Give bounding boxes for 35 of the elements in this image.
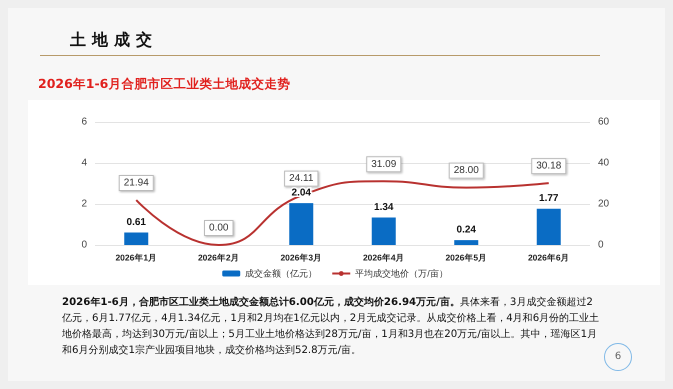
data-label: 1.77 [539, 193, 559, 204]
y-tick-label: 4 [81, 158, 88, 168]
y-tick-label: 6 [81, 116, 88, 128]
y2-tick-label: 0 [598, 240, 604, 250]
x-tick-label: 2026年1月 [115, 252, 158, 262]
y2-tick-label: 20 [598, 198, 610, 210]
x-tick-label: 2026年3月 [280, 252, 322, 262]
bar [124, 232, 148, 245]
x-tick-label: 2026年2月 [198, 252, 240, 262]
chart-subtitle: 2026年1-6月合肥市区工业类土地成交走势 [38, 76, 290, 93]
bar [454, 240, 478, 245]
bar [536, 208, 561, 245]
text: 6 [604, 343, 632, 371]
data-label: 21.94 [124, 178, 150, 189]
x-tick-label: 2026年6月 [528, 252, 570, 262]
legend-label: 成交金额（亿元） [245, 268, 318, 278]
data-label: 31.09 [371, 158, 397, 170]
data-label: 0.61 [126, 216, 146, 228]
text: 2026年1-6月，合肥市区工业类土地成交金额总计6.00亿元，成交均价26.94万元/亩。 [62, 297, 460, 308]
y2-tick-label: 60 [598, 116, 610, 128]
data-label: 24.11 [289, 173, 314, 184]
x-tick-label: 2026年4月 [362, 252, 405, 262]
bar [289, 203, 314, 245]
y2-tick-label: 40 [598, 158, 610, 168]
y-tick-label: 2 [81, 198, 88, 210]
data-label: 0.24 [456, 224, 476, 236]
x-tick-label: 2026年5月 [445, 252, 488, 262]
bar [372, 218, 396, 245]
data-label: 0.00 [209, 222, 229, 234]
legend-label: 平均成交地价（万/亩） [355, 268, 448, 278]
data-label: 28.00 [454, 165, 480, 176]
data-label: 30.18 [536, 160, 562, 172]
chart-title: 土地成交 [70, 30, 158, 51]
data-label: 1.34 [374, 202, 394, 214]
y-tick-label: 0 [81, 240, 88, 250]
